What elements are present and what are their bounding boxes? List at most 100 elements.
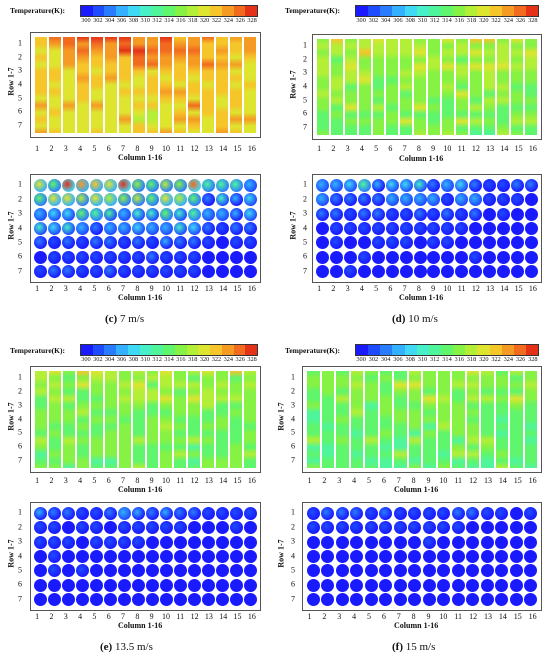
map-column-strip [174, 37, 187, 133]
cylinder [76, 221, 90, 235]
cylinder [173, 221, 187, 235]
map-column-strip [525, 39, 537, 135]
cylinder [118, 236, 132, 250]
map-column-strip [307, 371, 320, 468]
row-label: 4 [18, 414, 22, 423]
map-column-strip [202, 37, 215, 133]
cylinder [451, 578, 465, 592]
cylinder [422, 578, 436, 592]
cylinder [480, 578, 494, 592]
legend-swatch [245, 6, 258, 16]
legend-tick-label: 310 [417, 17, 428, 24]
map-column-strip [132, 37, 145, 133]
cylinder [118, 593, 132, 607]
row-axis-label-e2: Row 1-7 [6, 539, 16, 568]
cylinder [229, 207, 243, 221]
column-label: 12 [190, 612, 199, 621]
cylinder [48, 236, 62, 250]
legend-tick-label: 320 [199, 17, 210, 24]
cylinder [408, 578, 422, 592]
column-label: 12 [190, 144, 199, 153]
row-label: 1 [18, 38, 22, 48]
cylinder [422, 521, 436, 535]
legend-ticks-f: 300 302 304 306 308 310 312 314 316 318 320 322 324 3… [355, 356, 539, 366]
cylinder [132, 178, 146, 192]
cylinder [48, 193, 62, 207]
cylinder-array-f [302, 502, 542, 611]
map-column-strip [481, 371, 494, 468]
cylinder [104, 521, 118, 535]
cylinder [34, 236, 48, 250]
cylinder [316, 265, 330, 279]
cylinder [427, 236, 441, 250]
cylinder [524, 506, 538, 520]
cylinder [510, 207, 524, 221]
cylinder [34, 178, 48, 192]
legend-tick-label: 314 [164, 17, 174, 24]
column-axis-label-e1: Column 1-16 [118, 485, 163, 494]
cylinder [385, 236, 399, 250]
column-label: 2 [49, 612, 54, 621]
legend-tick-label: 306 [393, 17, 403, 24]
column-axis-label-c2: Column 1-16 [118, 293, 163, 302]
cylinder [330, 250, 344, 264]
cylinder [393, 593, 407, 607]
cylinder [90, 178, 104, 192]
legend-tick-label: 304 [380, 356, 391, 363]
map-column-strip [455, 39, 468, 135]
cylinder [201, 265, 215, 279]
cylinder [413, 193, 427, 207]
row-label: 3 [18, 65, 22, 75]
column-label: 11 [454, 476, 463, 485]
cylinder [358, 221, 372, 235]
column-label: 10 [161, 144, 170, 153]
cylinder [451, 593, 465, 607]
map-column-strip [48, 371, 61, 468]
cylinder [379, 564, 393, 578]
legend-colorbar-e [80, 344, 258, 356]
cylinder [201, 521, 215, 535]
cylinder [364, 564, 378, 578]
cylinder [104, 564, 118, 578]
map-column-strip [62, 37, 75, 133]
cylinder [90, 564, 104, 578]
cylinder [90, 265, 104, 279]
legend-tick-label: 318 [466, 17, 477, 24]
cylinder [455, 265, 469, 279]
cylinder [201, 250, 215, 264]
legend-tick-label: 306 [116, 17, 127, 24]
row-label: 3 [18, 208, 22, 218]
cylinder [145, 193, 159, 207]
cylinder [90, 521, 104, 535]
cylinder [243, 207, 257, 221]
legend-swatch [233, 6, 246, 16]
cylinder [187, 593, 201, 607]
column-label: 12 [471, 144, 480, 153]
cylinder [159, 250, 173, 264]
cylinder [510, 265, 524, 279]
cylinder [62, 193, 76, 207]
legend-swatch [245, 345, 258, 355]
column-label: 15 [513, 476, 522, 485]
legend-swatch [477, 6, 490, 16]
column-label: 15 [514, 144, 523, 153]
cylinder [62, 207, 76, 221]
cylinder [321, 521, 335, 535]
cylinder [104, 578, 118, 592]
column-label: 12 [471, 284, 480, 293]
cylinder [480, 521, 494, 535]
cylinder [509, 564, 523, 578]
row-label: 5 [303, 237, 307, 247]
map-column-strip [414, 39, 426, 135]
legend-swatch [477, 345, 490, 355]
cylinder [385, 207, 399, 221]
cylinder [399, 207, 413, 221]
cylinder [451, 521, 465, 535]
cylinder [76, 535, 90, 549]
cylinder [104, 250, 118, 264]
row-label: 7 [18, 594, 22, 604]
map-column-strip [132, 371, 145, 468]
cylinder [145, 593, 159, 607]
legend-swatch [428, 345, 441, 355]
cylinder [524, 564, 538, 578]
